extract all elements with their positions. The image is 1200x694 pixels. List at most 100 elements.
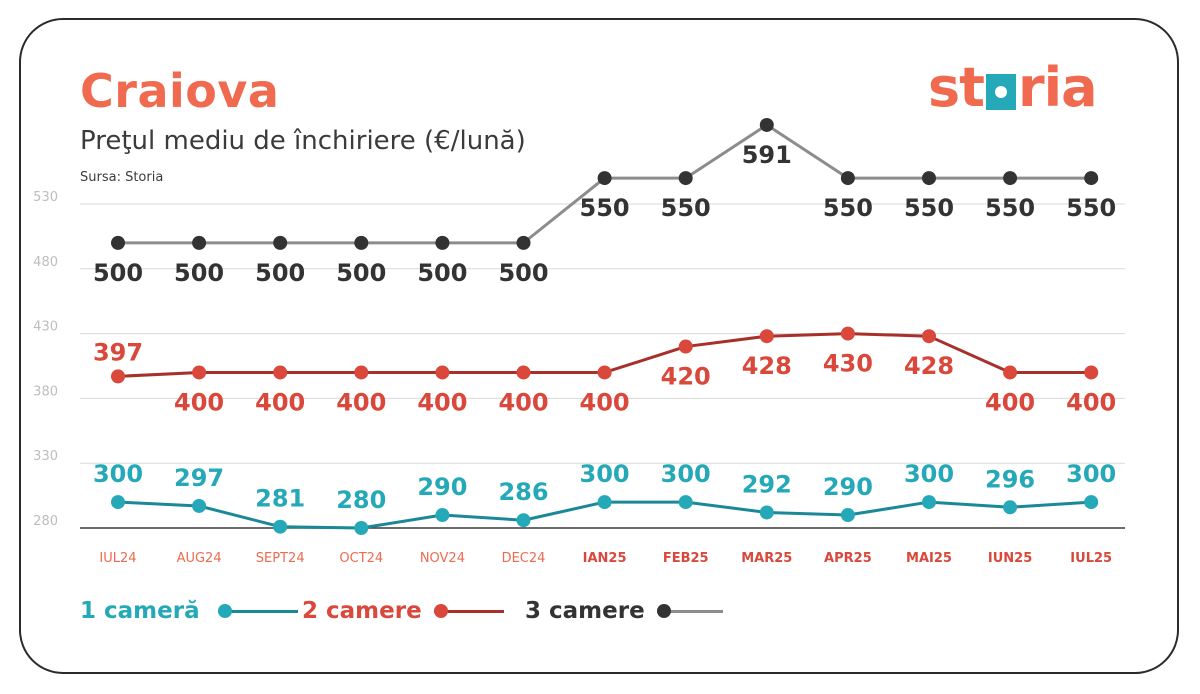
data-label: 300 [661, 460, 711, 488]
y-tick-label: 330 [33, 449, 58, 464]
data-point [111, 235, 125, 250]
logo-text-end: ria [1017, 56, 1098, 119]
x-tick-label: MAI25 [906, 551, 952, 566]
data-point [273, 235, 288, 250]
x-tick-label: AUG24 [177, 551, 222, 566]
legend-item-1-camera: 1 cameră [80, 598, 298, 624]
data-point [192, 498, 207, 513]
data-point [759, 117, 774, 132]
data-point [435, 235, 450, 250]
data-label: 500 [174, 259, 224, 287]
data-point [922, 495, 936, 510]
data-label: 290 [417, 473, 467, 501]
data-label: 500 [93, 259, 143, 287]
data-label: 500 [336, 259, 386, 287]
data-point [435, 508, 450, 523]
data-label: 550 [823, 194, 873, 222]
data-point [111, 495, 125, 510]
x-tick-label: IUN25 [988, 551, 1032, 566]
y-tick-label: 480 [33, 255, 58, 270]
data-point [840, 171, 855, 186]
legend-dot [217, 603, 232, 618]
data-label: 400 [580, 388, 630, 416]
data-point [1003, 171, 1018, 186]
x-tick-label: DEC24 [502, 551, 546, 566]
data-point [597, 171, 612, 186]
x-tick-label: IUL25 [1070, 551, 1112, 566]
data-point [435, 365, 450, 380]
data-point [1003, 500, 1018, 515]
data-label: 550 [985, 194, 1035, 222]
data-label: 400 [255, 388, 305, 416]
y-tick-label: 530 [33, 190, 58, 205]
data-point [759, 505, 774, 520]
data-point [922, 171, 936, 186]
data-point [516, 365, 531, 380]
data-point [1084, 365, 1099, 380]
data-label: 400 [336, 388, 386, 416]
x-tick-label: SEPT24 [256, 551, 305, 566]
data-point [354, 365, 369, 380]
legend-line [433, 603, 504, 618]
legend-label: 3 camere [525, 598, 645, 624]
data-point [597, 495, 612, 510]
legend-item-2-camere: 2 camere [302, 598, 504, 624]
data-label: 500 [498, 259, 548, 287]
chart-source: Sursa: Storia [80, 170, 164, 185]
legend-label: 2 camere [302, 598, 422, 624]
data-label: 428 [742, 352, 792, 380]
data-label: 430 [823, 350, 873, 378]
data-label: 300 [580, 460, 630, 488]
data-label: 297 [174, 464, 224, 492]
data-label: 286 [498, 478, 548, 506]
data-point [354, 235, 369, 250]
data-label: 281 [255, 485, 305, 513]
legend-item-3-camere: 3 camere [525, 598, 723, 624]
data-point [1003, 365, 1018, 380]
data-point [678, 339, 693, 354]
data-label: 300 [93, 460, 143, 488]
data-label: 300 [904, 460, 954, 488]
data-label: 280 [336, 486, 386, 514]
legend-dot [656, 603, 671, 618]
storia-logo: st ria [928, 56, 1098, 119]
legend-line [217, 603, 298, 618]
data-point [111, 369, 125, 384]
y-tick-label: 380 [33, 384, 58, 399]
y-tick-label: 280 [33, 514, 58, 529]
data-point [840, 326, 855, 341]
legend-dot [433, 603, 448, 618]
x-tick-label: IUL24 [99, 551, 136, 566]
data-label: 550 [580, 194, 630, 222]
data-point [516, 513, 531, 528]
data-label: 292 [742, 470, 792, 498]
data-label: 550 [904, 194, 954, 222]
data-label: 428 [904, 352, 954, 380]
data-point [597, 365, 612, 380]
x-tick-label: MAR25 [741, 551, 792, 566]
chart-subtitle: Preţul mediu de închiriere (€/lună) [80, 126, 526, 156]
page-title: Craiova [80, 64, 280, 118]
legend-label: 1 cameră [80, 598, 200, 624]
data-point [354, 521, 369, 535]
logo-text-start: st [928, 56, 985, 119]
data-point [678, 495, 693, 510]
data-point [678, 171, 693, 186]
data-point [516, 235, 531, 250]
data-label: 296 [985, 465, 1035, 493]
legend-line [656, 603, 723, 618]
data-point [273, 365, 288, 380]
data-label: 550 [661, 194, 711, 222]
data-label: 400 [417, 388, 467, 416]
logo-square-icon [985, 73, 1016, 110]
data-label: 420 [661, 363, 711, 391]
data-label: 400 [985, 388, 1035, 416]
data-label: 500 [255, 259, 305, 287]
data-point [192, 365, 207, 380]
y-tick-label: 430 [33, 320, 58, 335]
x-tick-label: IAN25 [583, 551, 627, 566]
data-label: 400 [174, 388, 224, 416]
data-point [759, 329, 774, 344]
x-tick-label: APR25 [824, 551, 872, 566]
